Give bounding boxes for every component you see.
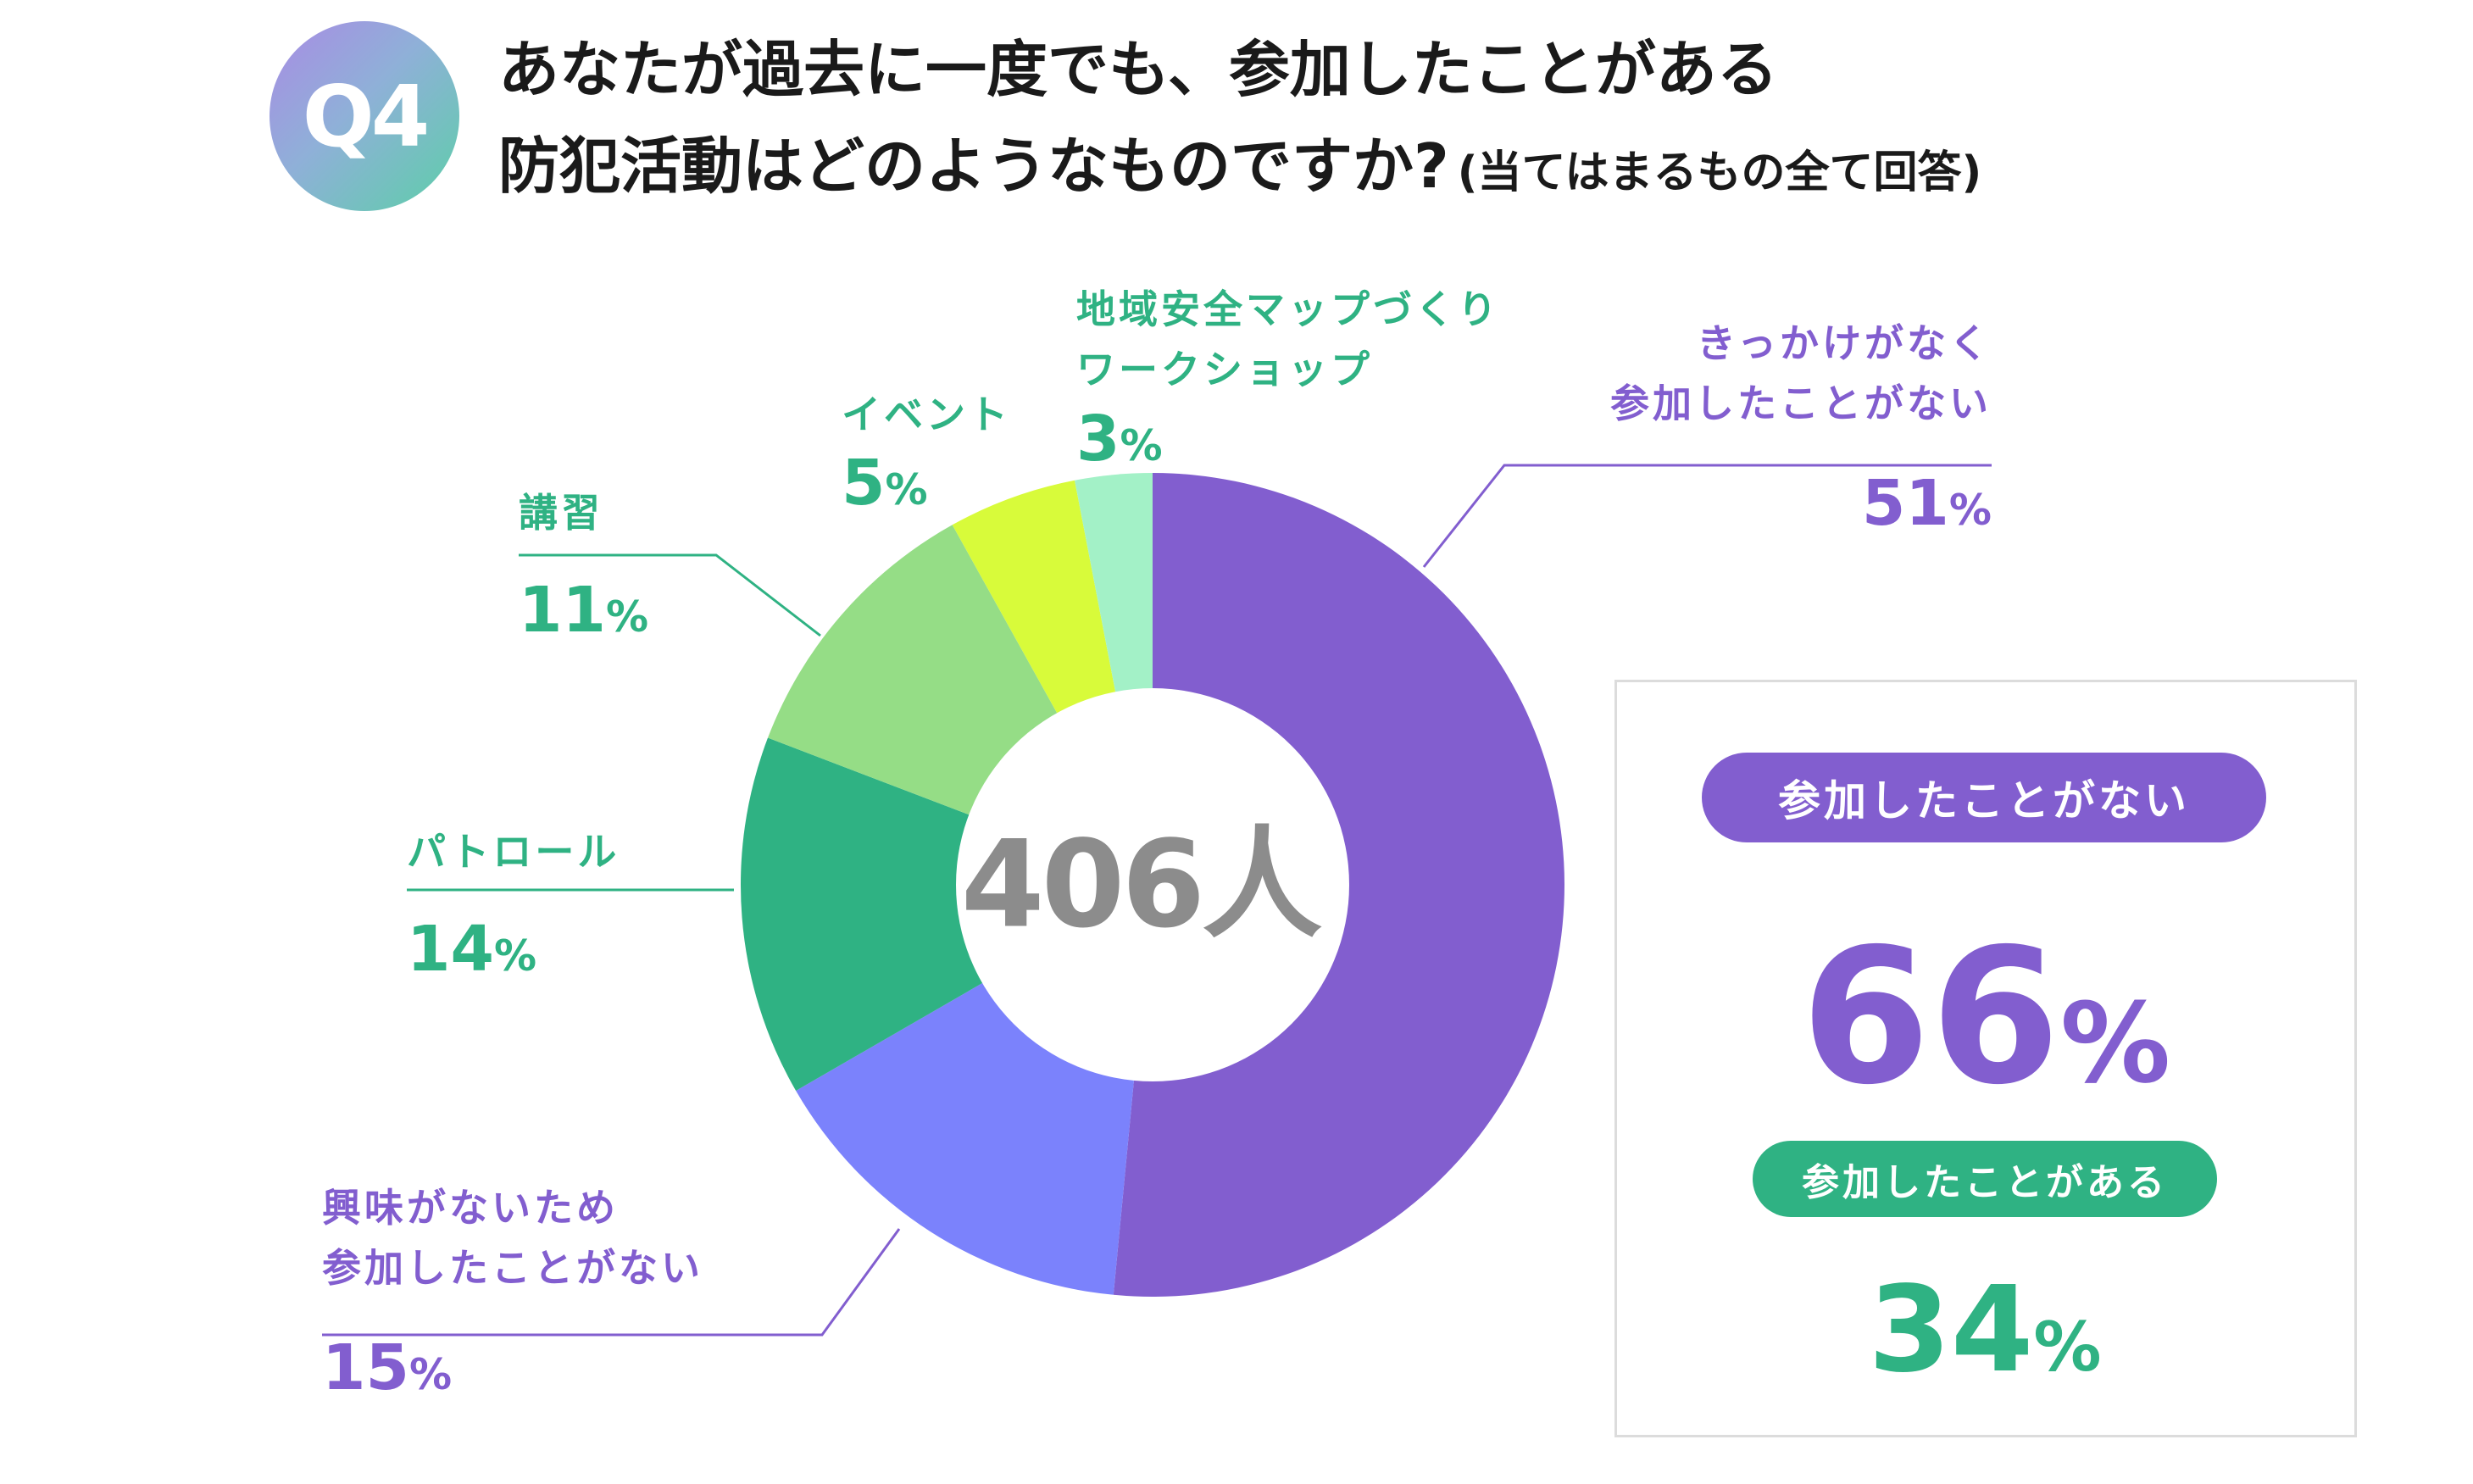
page-title-line-2: 防犯活動はどのようなものですか? (当てはまるもの全て回答) bbox=[498, 136, 1981, 197]
label-patrol: パトロール 14% bbox=[407, 822, 620, 981]
leader-lines bbox=[322, 464, 1992, 1337]
participated-percent: 34% bbox=[1744, 1271, 2226, 1390]
label-lecture-name: 講習 bbox=[519, 490, 603, 536]
label-no-chance-name-2: 参加したことがない bbox=[1610, 381, 1992, 427]
participated-badge: 参加したことがある bbox=[1753, 1141, 2217, 1217]
not-participated-value: 66 bbox=[1800, 909, 2060, 1126]
label-no-chance: きっかけがなく 参加したことがない 51% bbox=[1492, 314, 1992, 535]
percent-sign: % bbox=[493, 931, 537, 981]
label-no-interest-name-1: 興味がないため bbox=[322, 1185, 619, 1231]
page-title-text: 防犯活動はどのようなものですか? bbox=[498, 131, 1449, 202]
question-badge: Q4 bbox=[270, 21, 459, 211]
label-map-workshop-name-2: ワークショップ bbox=[1076, 347, 1373, 393]
percent-sign: % bbox=[885, 465, 928, 515]
respondent-count: 406人 bbox=[961, 815, 1322, 955]
label-lecture-value: 11 bbox=[519, 574, 606, 648]
percent-sign: % bbox=[605, 592, 649, 642]
not-participated-badge: 参加したことがない bbox=[1702, 753, 2266, 842]
label-no-interest-value: 15 bbox=[322, 1331, 409, 1404]
percent-sign: % bbox=[408, 1349, 453, 1399]
label-no-chance-name-1: きっかけがなく bbox=[1696, 320, 1992, 366]
leader-line-no-chance bbox=[1422, 464, 1992, 568]
page-title-line-1: あなたが過去に一度でも、参加したことがある bbox=[498, 34, 1778, 105]
label-patrol-value: 14 bbox=[407, 913, 494, 987]
label-event-name: イベント bbox=[842, 392, 1011, 437]
percent-sign: % bbox=[2033, 1308, 2102, 1387]
label-lecture: 講習 11% bbox=[519, 483, 648, 642]
label-map-workshop-value: 3 bbox=[1076, 402, 1120, 475]
percent-sign: % bbox=[1948, 485, 1992, 535]
label-event-value: 5 bbox=[842, 447, 886, 520]
leader-line-no-interest bbox=[322, 1228, 901, 1337]
donut-hole bbox=[956, 688, 1349, 1081]
leader-line-lecture bbox=[519, 553, 821, 637]
participated-value: 34 bbox=[1868, 1261, 2034, 1399]
label-no-interest: 興味がないため 参加したことがない 15% bbox=[322, 1178, 703, 1399]
label-event: イベント 5% bbox=[842, 385, 1011, 514]
label-patrol-name: パトロール bbox=[407, 829, 620, 875]
percent-sign: % bbox=[2059, 979, 2171, 1108]
title-note: (当てはまるもの全て回答) bbox=[1457, 147, 1982, 198]
percent-sign: % bbox=[1120, 420, 1163, 470]
label-map-workshop: 地域安全マップづくり ワークショップ 3% bbox=[1076, 280, 1500, 470]
not-participated-percent: 66% bbox=[1699, 924, 2272, 1110]
label-no-chance-value: 51 bbox=[1861, 466, 1949, 540]
label-map-workshop-name-1: 地域安全マップづくり bbox=[1076, 286, 1500, 332]
label-no-interest-name-2: 参加したことがない bbox=[322, 1245, 703, 1292]
summary-box bbox=[1614, 680, 2357, 1437]
donut-slice-2 bbox=[740, 737, 1153, 1091]
